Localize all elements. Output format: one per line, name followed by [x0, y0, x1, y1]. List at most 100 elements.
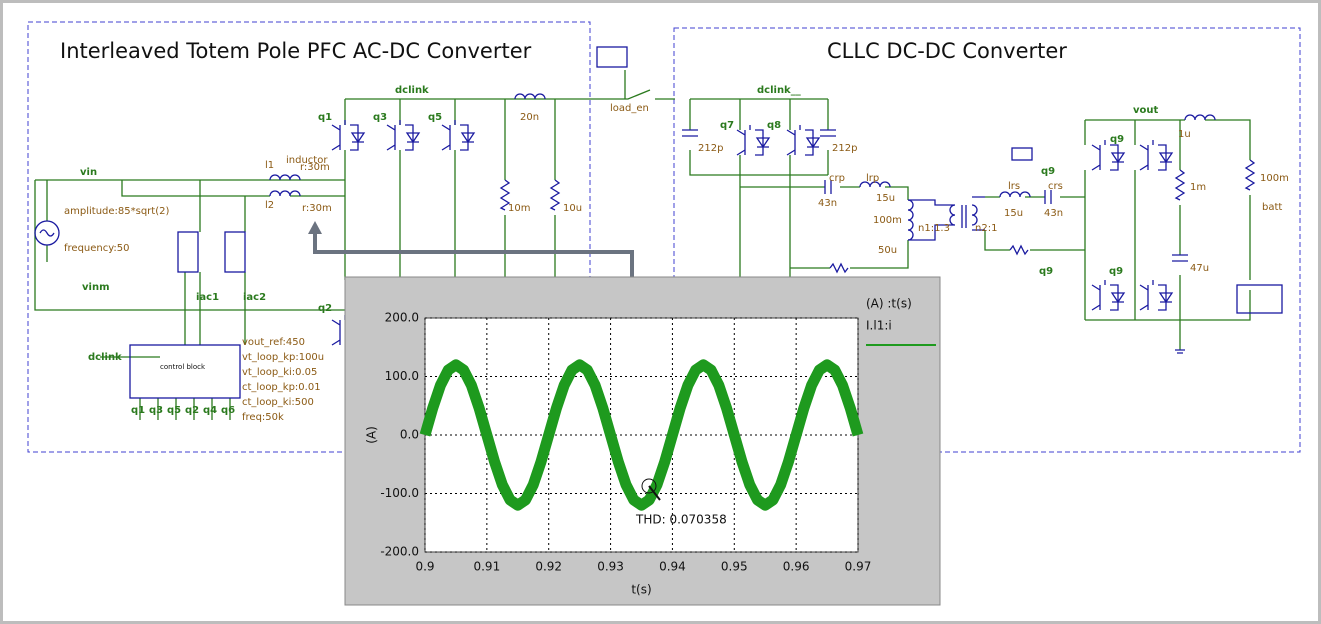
schematic-label: freq:50k — [242, 412, 284, 423]
legend-label: I.l1:i — [866, 319, 892, 333]
wire — [46, 180, 246, 345]
inductor — [514, 93, 546, 100]
gate-box — [1011, 147, 1033, 161]
inductor — [269, 190, 301, 197]
wire — [984, 196, 1085, 251]
series-line — [419, 359, 864, 511]
legend-title: (A) :t(s) — [866, 297, 912, 311]
resistor — [1174, 169, 1186, 201]
schematic-label: 212p — [698, 143, 723, 154]
x-tick-label: 0.94 — [659, 560, 686, 574]
schematic-label: q2 — [185, 405, 199, 416]
sensor — [177, 231, 199, 273]
left-box — [27, 21, 591, 453]
left-title: Interleaved Totem Pole PFC AC-DC Convert… — [60, 39, 532, 63]
inductor — [1184, 114, 1216, 121]
resistor — [829, 262, 849, 274]
switch — [1091, 140, 1126, 171]
schematic-label: 10u — [563, 203, 582, 214]
schematic-label: lrp — [866, 173, 879, 184]
schematic-label: 10m — [508, 203, 530, 214]
transformer — [908, 196, 985, 241]
schematic-label: amplitude:85*sqrt(2) — [64, 206, 169, 217]
schematic-label: dclink__ — [757, 85, 801, 96]
switch — [386, 120, 421, 151]
schematic-label: crs — [1048, 181, 1063, 192]
schematic-label: q6 — [221, 405, 235, 416]
y-tick-label: 200.0 — [385, 311, 419, 325]
schematic-label: q9 — [1109, 266, 1123, 277]
schematic-label: 50u — [878, 245, 897, 256]
schematic-label: r:30m — [300, 162, 330, 173]
annotation: THD: 0.070358 — [635, 513, 727, 527]
schematic-label: 100m — [873, 215, 902, 226]
x-tick-label: 0.96 — [783, 560, 810, 574]
y-tick-label: -100.0 — [380, 486, 419, 500]
inductor — [907, 199, 914, 241]
schematic-label: q7 — [720, 120, 734, 131]
schematic-label: 15u — [876, 193, 895, 204]
schematic-label: frequency:50 — [64, 243, 130, 254]
resistor — [499, 179, 511, 211]
wire — [34, 179, 345, 311]
x-tick-label: 0.95 — [721, 560, 748, 574]
capacitor — [824, 180, 832, 194]
cursor — [641, 478, 657, 494]
switch — [1139, 140, 1174, 171]
schematic-label: vout — [1133, 105, 1159, 116]
schematic-label: 15u — [1004, 208, 1023, 219]
capacitor — [1172, 254, 1188, 262]
schematic-label: n2:1 — [975, 223, 997, 234]
schematic-label: q4 — [203, 405, 217, 416]
schematic-label: 20n — [520, 112, 539, 123]
schematic-label: ct_loop_ki:500 — [242, 397, 314, 408]
schematic-label: q1 — [131, 405, 145, 416]
schematic-label: q5 — [167, 405, 181, 416]
schematic-label: load_en — [610, 103, 649, 114]
schematic-label: vt_loop_kp:100u — [242, 352, 324, 363]
x-axis-label: t(s) — [631, 583, 651, 597]
x-tick-label: 0.93 — [597, 560, 624, 574]
wires — [34, 46, 1283, 420]
wire — [1084, 119, 1251, 300]
schematic-label: ct_loop_kp:0.01 — [242, 382, 321, 393]
schematic-label: iac1 — [196, 292, 219, 303]
inductor — [859, 181, 891, 188]
schematic-label: dclink — [88, 352, 122, 363]
schematic-label: inductor — [286, 155, 328, 166]
cursor-pointer — [648, 485, 661, 501]
schematic-label: q2 — [318, 303, 332, 314]
schematic-label: 212p — [832, 143, 857, 154]
switch — [1091, 280, 1126, 311]
wire — [689, 98, 829, 176]
schematic-label: r:30m — [302, 203, 332, 214]
schematic-label: 1m — [1190, 182, 1206, 193]
inductor — [269, 174, 301, 181]
schematic-label: 100m — [1260, 173, 1289, 184]
schematic-label: 43n — [1044, 208, 1063, 219]
resistor — [549, 179, 561, 211]
schematic-label: q1 — [318, 112, 332, 123]
schematic-label: vinm — [82, 282, 110, 293]
ac-source — [34, 220, 60, 246]
schematic-label: 47u — [1190, 263, 1209, 274]
wire — [1084, 120, 1251, 350]
schematic-label: dclink — [395, 85, 429, 96]
y-tick-label: 0.0 — [400, 428, 419, 442]
pointer-arrow — [313, 232, 634, 277]
wire — [590, 70, 675, 100]
switch — [441, 120, 476, 151]
schematic-label: crp — [829, 173, 845, 184]
x-tick-label: 0.92 — [535, 560, 562, 574]
schematic-label: 1u — [1178, 129, 1191, 140]
capacitor — [682, 129, 698, 137]
schematic-label: l1 — [265, 160, 274, 171]
y-tick-label: 100.0 — [385, 369, 419, 383]
switch — [786, 125, 821, 156]
inductor — [999, 191, 1031, 198]
battery — [1236, 284, 1283, 314]
schematic-label: vin — [80, 167, 97, 178]
schematic-label: q3 — [149, 405, 163, 416]
